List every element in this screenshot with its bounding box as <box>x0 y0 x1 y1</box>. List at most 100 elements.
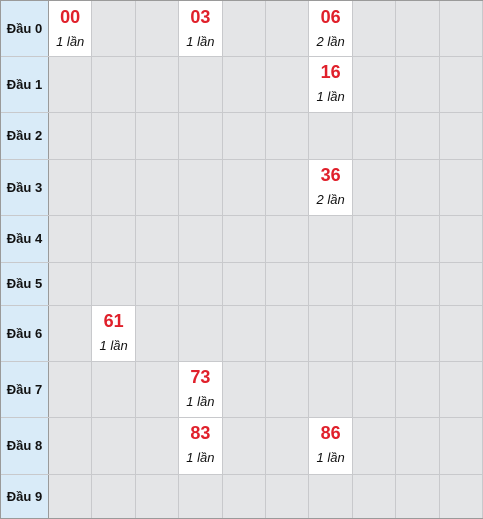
grid-cell <box>49 56 93 112</box>
grid-cell <box>266 159 310 215</box>
grid-cell <box>266 262 310 305</box>
grid-cell <box>92 215 136 262</box>
number-label: 16 <box>320 62 341 82</box>
number-label: 06 <box>320 7 341 27</box>
grid-cell <box>135 215 180 262</box>
grid-cell <box>439 112 483 159</box>
row-divider <box>1 417 482 418</box>
grid-cell <box>179 262 223 305</box>
grid-cell <box>309 215 353 262</box>
grid-cell <box>266 474 310 518</box>
row-header: Đầu 1 <box>1 56 49 112</box>
row-divider <box>1 56 482 57</box>
row-header: Đầu 6 <box>1 305 49 361</box>
number-label: 83 <box>190 423 211 443</box>
count-label: 2 lần <box>316 34 345 49</box>
grid-cell: 00 1 lần <box>49 1 93 56</box>
grid-cell <box>222 159 266 215</box>
grid-cell <box>439 305 483 361</box>
row-header: Đầu 4 <box>1 215 49 262</box>
grid-cell <box>135 159 180 215</box>
grid-cell <box>396 215 440 262</box>
grid-cell <box>49 417 93 474</box>
row-divider <box>1 159 482 160</box>
row-header: Đầu 2 <box>1 112 49 159</box>
grid-cell <box>92 262 136 305</box>
grid-cell <box>396 1 440 56</box>
grid-cell <box>352 417 397 474</box>
grid-cell <box>49 159 93 215</box>
grid-cell <box>135 305 180 361</box>
row-divider <box>1 112 482 113</box>
grid-cell <box>222 56 266 112</box>
row-header: Đầu 0 <box>1 1 49 56</box>
grid-cell <box>266 305 310 361</box>
grid-cell: 83 1 lần <box>179 417 223 474</box>
grid-row: Đầu 2 <box>1 112 483 159</box>
grid-cell <box>179 56 223 112</box>
number-label: 73 <box>190 367 211 387</box>
grid-cell <box>439 474 483 518</box>
number-label: 03 <box>190 7 211 27</box>
number-label: 36 <box>320 165 341 185</box>
count-label: 1 lần <box>99 338 128 353</box>
grid-cell <box>396 417 440 474</box>
grid-cell <box>309 361 353 417</box>
row-divider <box>1 474 482 475</box>
grid-cell <box>179 215 223 262</box>
grid-cell <box>222 305 266 361</box>
grid-cell <box>179 159 223 215</box>
grid-cell <box>49 305 93 361</box>
grid-cell <box>396 305 440 361</box>
grid-cell: 36 2 lần <box>309 159 353 215</box>
grid-row: Đầu 9 <box>1 474 483 518</box>
grid-row: Đầu 5 <box>1 262 483 305</box>
grid-cell <box>309 112 353 159</box>
grid-cell <box>266 112 310 159</box>
grid-cell <box>352 361 397 417</box>
grid-cell <box>92 56 136 112</box>
grid-cell <box>179 112 223 159</box>
number-label: 61 <box>103 311 124 331</box>
grid-cell: 86 1 lần <box>309 417 353 474</box>
grid-cell <box>352 56 397 112</box>
row-header: Đầu 9 <box>1 474 49 518</box>
grid-cell <box>439 262 483 305</box>
grid-cell <box>396 262 440 305</box>
grid-cell <box>396 56 440 112</box>
grid-cell <box>266 1 310 56</box>
grid-cell <box>92 112 136 159</box>
row-divider <box>1 262 482 263</box>
grid-cell: 16 1 lần <box>309 56 353 112</box>
grid-cell: 61 1 lần <box>92 305 136 361</box>
grid-cell: 06 2 lần <box>309 1 353 56</box>
grid-row: Đầu 1 16 1 lần <box>1 56 483 112</box>
grid-row: Đầu 7 73 1 lần <box>1 361 483 417</box>
row-divider <box>1 361 482 362</box>
number-label: 86 <box>320 423 341 443</box>
grid-cell <box>352 159 397 215</box>
grid-cell <box>92 159 136 215</box>
grid-cell <box>135 1 180 56</box>
grid-cell <box>49 474 93 518</box>
grid-cell <box>49 215 93 262</box>
grid-cell <box>222 361 266 417</box>
count-label: 2 lần <box>316 192 345 207</box>
count-label: 1 lần <box>186 394 215 409</box>
grid-cell <box>222 215 266 262</box>
grid-cell <box>49 112 93 159</box>
row-header: Đầu 5 <box>1 262 49 305</box>
grid-cell <box>309 474 353 518</box>
grid-cell <box>135 262 180 305</box>
grid-cell <box>396 159 440 215</box>
grid-cell <box>439 215 483 262</box>
grid-cell <box>135 474 180 518</box>
grid-cell <box>179 305 223 361</box>
row-header: Đầu 8 <box>1 417 49 474</box>
grid-cell <box>222 262 266 305</box>
grid-cell <box>266 215 310 262</box>
grid-cell <box>222 1 266 56</box>
grid-cell <box>92 474 136 518</box>
grid-cell <box>179 474 223 518</box>
grid-cell <box>266 56 310 112</box>
